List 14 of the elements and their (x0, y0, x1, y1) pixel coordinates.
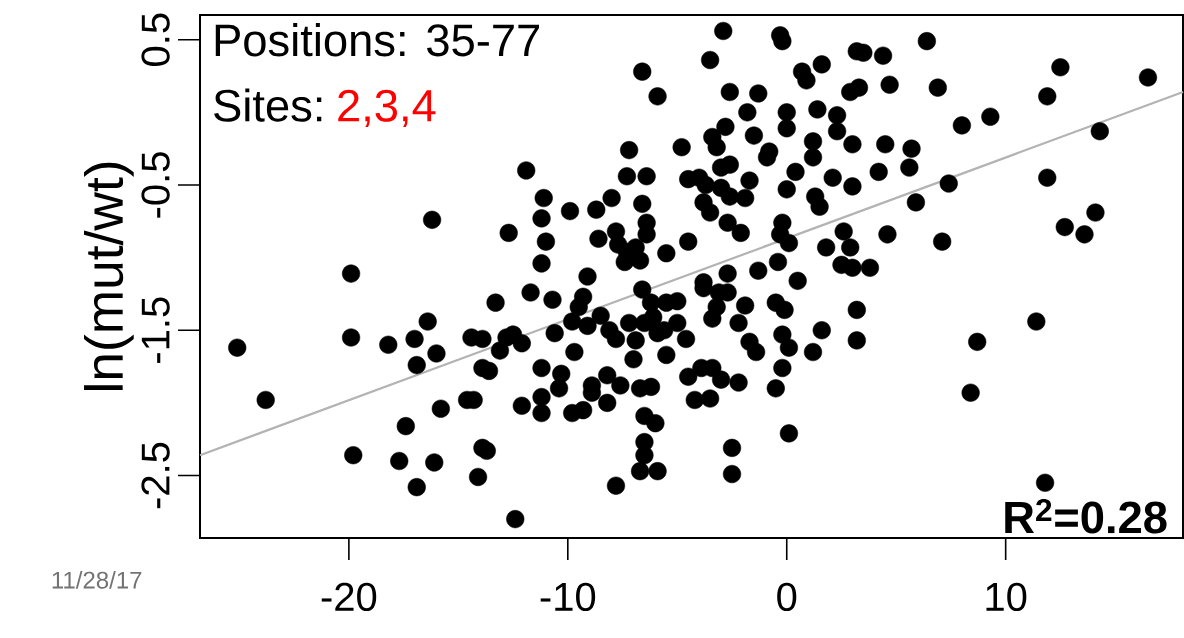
x-tick-label: -20 (321, 582, 377, 612)
x-tick-label: -10 (540, 582, 596, 612)
x-tick-label: 0 (777, 582, 797, 612)
annotation: 2,3,4 (338, 89, 436, 128)
annotation: R$^{2}$=0.28 (1005, 498, 1167, 534)
text: 11/28/17 (52, 571, 142, 589)
y-tick-label: 0.5 (141, 13, 170, 66)
y-tick-label: -2.5 (141, 442, 170, 509)
y-tick-label: -0.5 (141, 152, 170, 218)
x-tick-label: 10 (986, 582, 1027, 612)
y-axis-title: ln(mut/wt) (84, 162, 134, 390)
annotation: Positions: 35-77 (215, 23, 539, 57)
annotation: Sites: (214, 88, 322, 122)
y-tick-label: -1.5 (141, 297, 170, 363)
